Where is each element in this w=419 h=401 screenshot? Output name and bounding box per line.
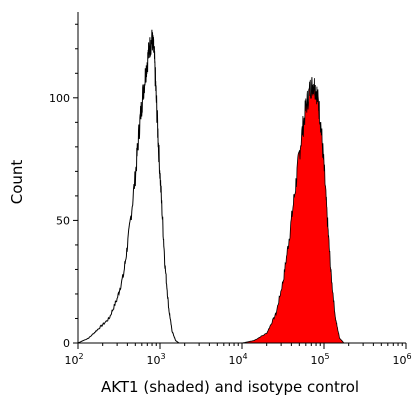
isotype-control-outline bbox=[78, 30, 179, 343]
x-axis-title: AKT1 (shaded) and isotype control bbox=[101, 378, 359, 396]
y-axis-title: Count bbox=[8, 160, 26, 205]
x-tick-label: 104 bbox=[228, 352, 247, 367]
akt1-shaded-histogram bbox=[242, 77, 344, 343]
x-tick-label: 105 bbox=[310, 352, 329, 367]
x-tick-label: 106 bbox=[392, 352, 411, 367]
x-tick-label: 102 bbox=[64, 352, 83, 367]
plot-area bbox=[78, 30, 344, 343]
x-tick-label: 103 bbox=[146, 352, 165, 367]
x-axis: 102 103 104 105 106 bbox=[64, 343, 411, 367]
y-tick-label: 100 bbox=[49, 92, 70, 105]
y-tick-label: 0 bbox=[63, 337, 70, 350]
y-tick-label: 50 bbox=[56, 214, 70, 227]
y-axis: 0 50 100 bbox=[49, 12, 78, 350]
